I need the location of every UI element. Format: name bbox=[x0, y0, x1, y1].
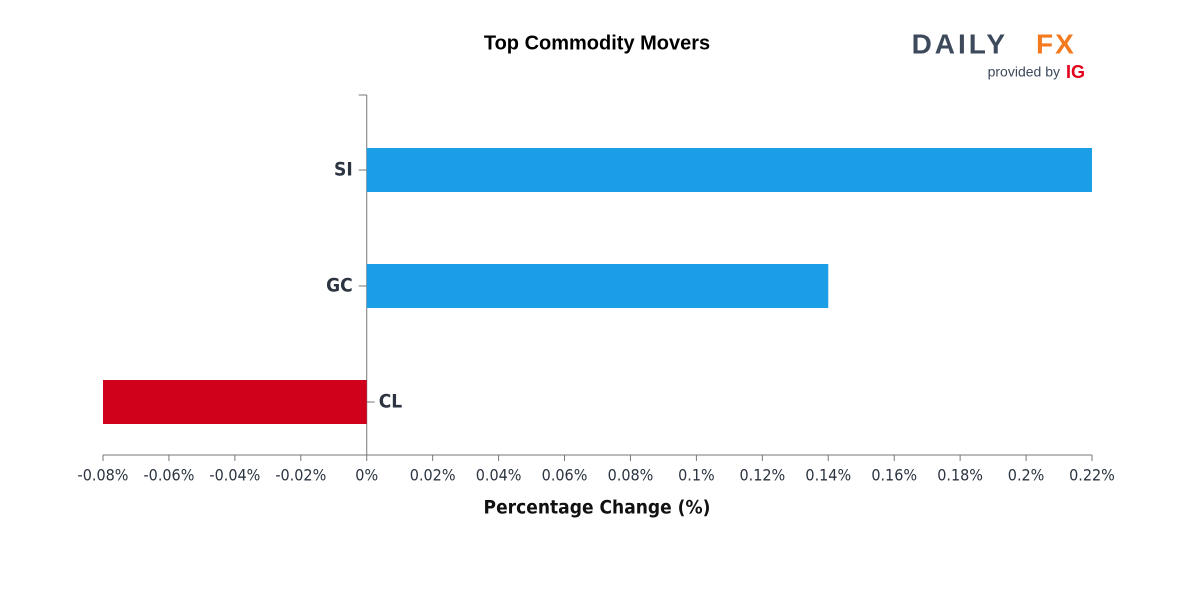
x-tick-label: 0.14% bbox=[805, 466, 851, 485]
logo-right: FX bbox=[1036, 28, 1076, 59]
y-tick-label: GC bbox=[326, 275, 353, 297]
x-tick-label: 0.22% bbox=[1069, 466, 1115, 485]
bar bbox=[103, 380, 367, 424]
x-tick-label: 0.2% bbox=[1008, 466, 1045, 485]
y-tick-label: SI bbox=[334, 159, 353, 181]
x-tick-label: 0.06% bbox=[542, 466, 588, 485]
bar bbox=[366, 264, 829, 308]
logo-left: DAILY bbox=[912, 28, 1008, 59]
bar bbox=[366, 148, 1092, 192]
x-tick-label: -0.04% bbox=[209, 466, 260, 485]
x-tick-label: -0.06% bbox=[143, 466, 194, 485]
chart-title: Top Commodity Movers bbox=[484, 32, 710, 54]
x-tick-label: 0.12% bbox=[739, 466, 785, 485]
x-tick-label: 0.18% bbox=[937, 466, 983, 485]
x-tick-label: 0.08% bbox=[608, 466, 654, 485]
x-tick-label: 0.02% bbox=[410, 466, 456, 485]
x-axis-label: Percentage Change (%) bbox=[484, 497, 711, 519]
x-tick-label: -0.08% bbox=[78, 466, 129, 485]
x-tick-label: 0.04% bbox=[476, 466, 522, 485]
logo-owner: IG bbox=[1066, 62, 1085, 82]
x-tick-label: 0% bbox=[355, 466, 378, 485]
x-tick-label: 0.1% bbox=[678, 466, 715, 485]
x-tick-label: 0.16% bbox=[871, 466, 917, 485]
y-tick-label: CL bbox=[379, 391, 403, 413]
logo-provided: provided by bbox=[988, 64, 1060, 80]
x-tick-label: -0.02% bbox=[275, 466, 326, 485]
